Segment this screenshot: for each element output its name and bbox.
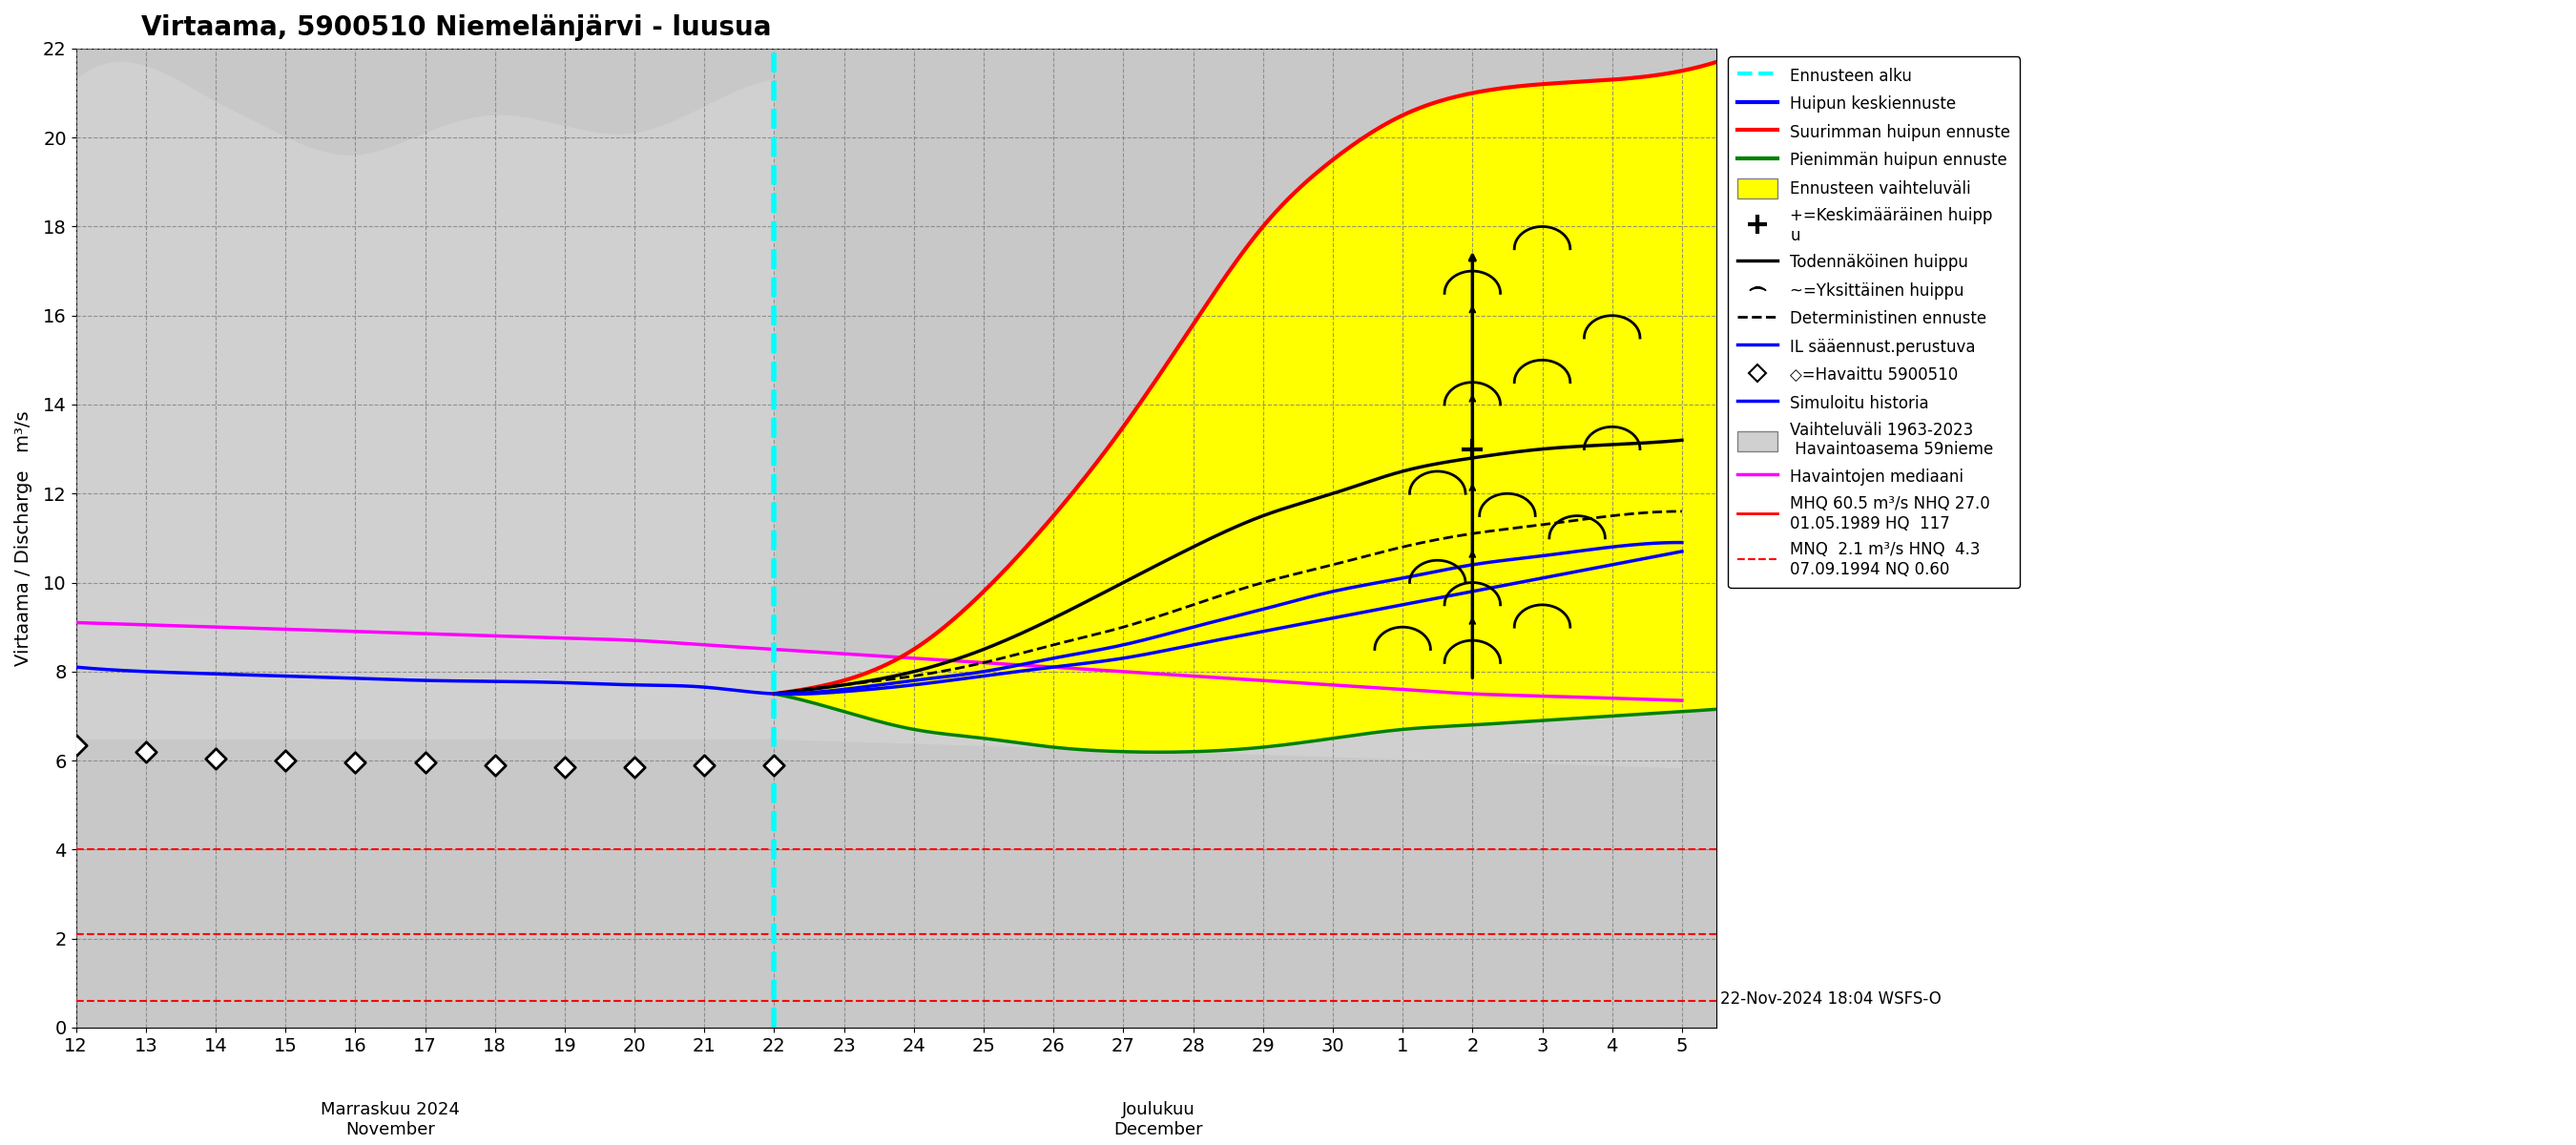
Point — [265, 751, 307, 769]
Text: 22-Nov-2024 18:04 WSFS-O: 22-Nov-2024 18:04 WSFS-O — [1721, 990, 1942, 1008]
Point — [404, 753, 446, 772]
Text: Joulukuu
December: Joulukuu December — [1113, 1101, 1203, 1138]
Point — [54, 736, 95, 755]
Point — [544, 758, 585, 776]
Point — [474, 756, 515, 774]
Point — [613, 758, 654, 776]
Point — [126, 742, 167, 760]
Legend: Ennusteen alku, Huipun keskiennuste, Suurimman huipun ennuste, Pienimmän huipun : Ennusteen alku, Huipun keskiennuste, Suu… — [1728, 56, 2020, 587]
Point — [755, 756, 796, 774]
Point — [196, 749, 237, 767]
Point — [335, 753, 376, 772]
Y-axis label: Virtaama / Discharge   m³/s: Virtaama / Discharge m³/s — [15, 410, 33, 665]
Text: Marraskuu 2024
November: Marraskuu 2024 November — [319, 1101, 459, 1138]
Text: Virtaama, 5900510 Niemelänjärvi - luusua: Virtaama, 5900510 Niemelänjärvi - luusua — [142, 14, 773, 41]
Point — [683, 756, 724, 774]
